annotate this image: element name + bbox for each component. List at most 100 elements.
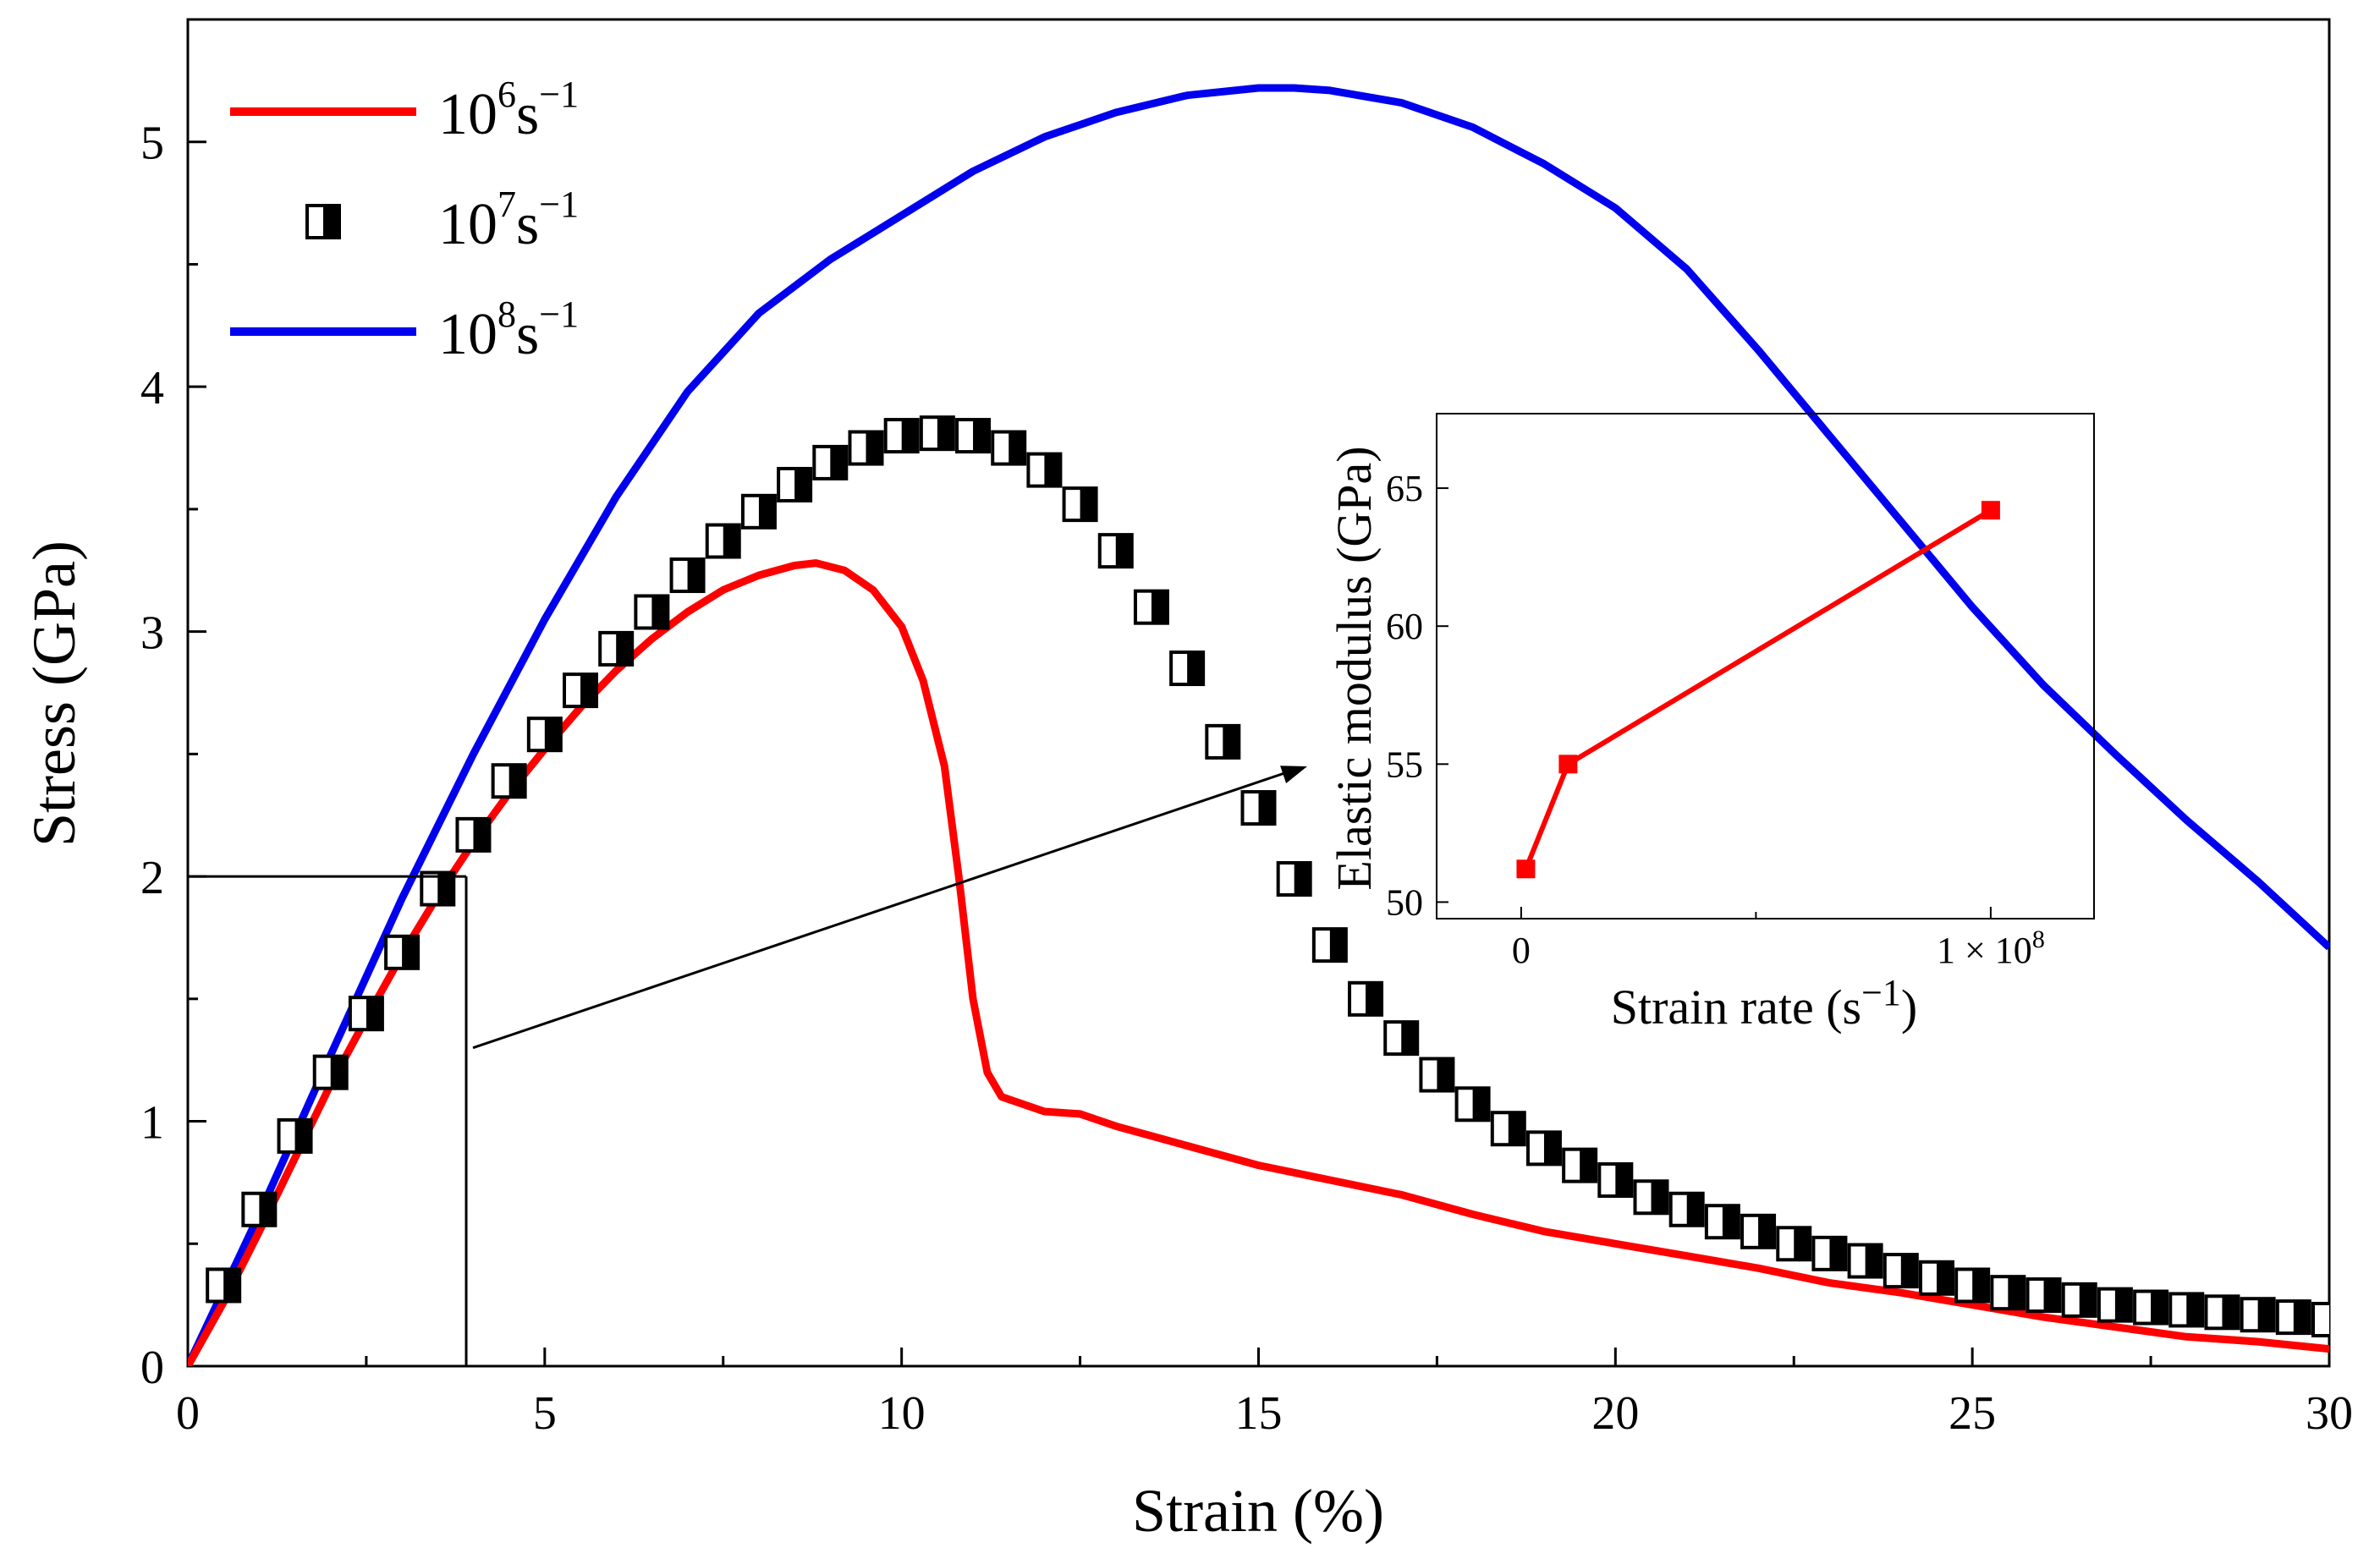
data-point (1276, 860, 1312, 897)
data-point (1811, 1235, 1848, 1271)
data-point (1562, 1147, 1598, 1183)
x-tick-label: 20 (1591, 1387, 1639, 1440)
inset-x-tick-label: 0 (1512, 930, 1531, 971)
legend-label-10e8: 108s−1 (438, 294, 579, 367)
data-point (2097, 1287, 2133, 1323)
data-point (2168, 1292, 2205, 1328)
annotation-guides (188, 766, 1307, 1366)
legend-item-10e6: 106s−1 (230, 74, 579, 147)
data-point (277, 1117, 313, 1154)
x-tick-label: 25 (1949, 1387, 1996, 1440)
data-point (919, 415, 955, 452)
data-point (420, 870, 456, 907)
data-point (1776, 1226, 1812, 1262)
y-tick-label: 2 (140, 852, 164, 904)
data-point (1633, 1179, 1669, 1216)
data-point (1026, 452, 1063, 488)
y-tick-label: 4 (140, 362, 164, 414)
data-point (777, 466, 813, 502)
data-point (848, 430, 884, 466)
data-point (705, 523, 741, 559)
data-point (491, 763, 527, 799)
data-point (2204, 1294, 2240, 1331)
data-point (1348, 980, 1384, 1017)
data-point (1883, 1253, 1919, 1289)
x-tick-label: 5 (533, 1387, 557, 1440)
data-point (312, 1054, 349, 1090)
y-tick-label: 3 (140, 607, 164, 660)
data-point (1990, 1275, 2026, 1311)
arrow-line (472, 769, 1293, 1050)
data-point (455, 816, 492, 853)
legend-swatch-10e7 (305, 204, 341, 239)
data-point (1454, 1086, 1491, 1123)
y-tick-label: 5 (140, 118, 164, 170)
data-point (2311, 1302, 2329, 1338)
data-point (1847, 1243, 1883, 1279)
data-point (740, 493, 777, 530)
data-point (1062, 486, 1098, 523)
data-point (669, 557, 706, 594)
legend-label-10e7: 107s−1 (438, 184, 579, 257)
legend: 106s−1 107s−1 108s−1 (230, 74, 579, 367)
data-point (883, 418, 920, 454)
inset-y-tick-label: 65 (1386, 468, 1423, 509)
y-tick-label: 1 (140, 1097, 164, 1150)
data-point (1525, 1130, 1562, 1167)
data-point (2133, 1289, 2169, 1326)
data-point (2275, 1299, 2311, 1336)
data-point (1169, 650, 1206, 687)
data-point (991, 430, 1027, 466)
data-point (563, 672, 599, 709)
data-point (1205, 723, 1241, 760)
data-point (1597, 1162, 1634, 1199)
data-point (1311, 927, 1348, 963)
data-point (348, 996, 384, 1032)
inset-x-axis: 0 1 × 108 (1512, 907, 2045, 971)
x-tick-label: 0 (176, 1387, 200, 1440)
data-point (1383, 1020, 1420, 1057)
data-point (1133, 589, 1169, 625)
x-axis-title: Strain (%) (1132, 1477, 1384, 1545)
data-point (598, 630, 635, 667)
data-point (2061, 1282, 2097, 1318)
data-point (241, 1191, 278, 1227)
inset-data-point (1981, 501, 2000, 520)
inset-y-axis-title: Elastic modulus (GPa) (1327, 446, 1382, 890)
data-point (526, 716, 563, 753)
data-point (634, 594, 670, 630)
data-point (384, 934, 420, 970)
legend-marker-icon (305, 204, 341, 239)
x-axis: 0 5 10 15 20 25 30 (176, 1348, 2353, 1440)
inset-x-axis-title: Strain rate (s−1) (1611, 972, 1918, 1035)
arrow-head (1280, 766, 1307, 783)
data-point (1954, 1267, 1991, 1304)
inset-y-tick-label: 60 (1386, 606, 1423, 647)
data-point (1918, 1260, 1954, 1296)
data-point (1490, 1111, 1526, 1147)
series-markers-10e7 (206, 415, 2329, 1338)
data-point (1097, 533, 1134, 569)
data-point (1704, 1204, 1740, 1240)
x-tick-label: 30 (2306, 1387, 2353, 1440)
data-point (955, 418, 992, 454)
data-point (1419, 1057, 1455, 1093)
data-point (2025, 1277, 2062, 1314)
inset-y-tick-label: 50 (1386, 881, 1423, 923)
data-point (2240, 1297, 2276, 1333)
data-point (1668, 1191, 1705, 1227)
legend-item-10e7: 107s−1 (305, 184, 579, 257)
inset-y-tick-label: 55 (1386, 744, 1423, 785)
legend-item-10e8: 108s−1 (230, 294, 579, 367)
inset-series-markers (1516, 501, 2000, 879)
x-tick-label: 10 (878, 1387, 926, 1440)
inset-chart: 0 1 × 108 50 55 60 65 Strain rate (s−1) Elas… (1327, 413, 2095, 1035)
data-point (812, 444, 849, 480)
inset-data-point (1516, 859, 1536, 879)
inset-frame (1436, 413, 2095, 919)
inset-y-axis: 50 55 60 65 (1386, 468, 1448, 923)
series-line-10e8 (188, 84, 2329, 1366)
inset-data-point (1558, 755, 1578, 774)
x-tick-label: 15 (1235, 1387, 1283, 1440)
